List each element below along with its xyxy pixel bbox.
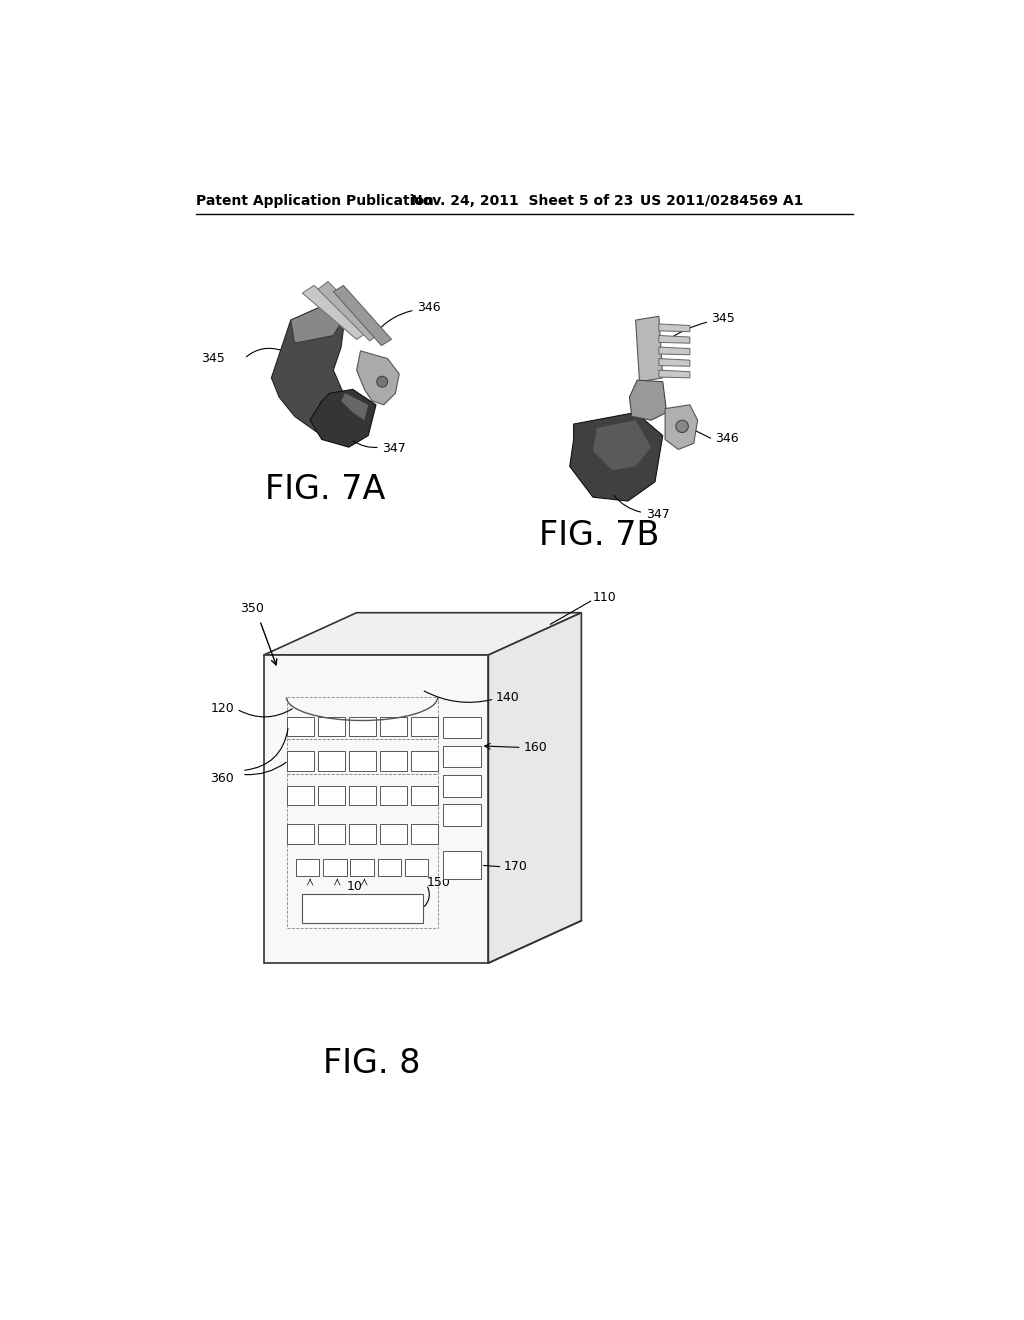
FancyBboxPatch shape [349, 825, 376, 843]
Polygon shape [658, 359, 690, 367]
FancyBboxPatch shape [349, 751, 376, 771]
Polygon shape [263, 655, 488, 964]
FancyBboxPatch shape [287, 785, 314, 805]
Text: 346: 346 [716, 432, 739, 445]
Text: 360: 360 [210, 772, 234, 785]
FancyBboxPatch shape [287, 825, 314, 843]
FancyBboxPatch shape [349, 785, 376, 805]
Text: 345: 345 [201, 352, 225, 366]
FancyBboxPatch shape [380, 751, 407, 771]
Text: 160: 160 [523, 741, 547, 754]
Text: FIG. 7A: FIG. 7A [265, 473, 386, 506]
Text: 350: 350 [241, 602, 264, 615]
FancyBboxPatch shape [443, 804, 480, 826]
Text: Patent Application Publication: Patent Application Publication [197, 194, 434, 207]
Polygon shape [263, 612, 582, 655]
FancyBboxPatch shape [443, 717, 480, 738]
FancyBboxPatch shape [443, 851, 480, 879]
Polygon shape [334, 285, 391, 346]
Polygon shape [310, 389, 376, 447]
FancyBboxPatch shape [317, 751, 345, 771]
Polygon shape [341, 393, 369, 420]
FancyBboxPatch shape [324, 859, 346, 876]
Text: 150: 150 [426, 875, 451, 888]
FancyBboxPatch shape [350, 859, 374, 876]
Polygon shape [291, 305, 345, 343]
Polygon shape [630, 380, 667, 420]
Text: 110: 110 [593, 591, 616, 603]
Polygon shape [302, 285, 369, 339]
Polygon shape [271, 305, 345, 436]
FancyBboxPatch shape [411, 717, 438, 737]
Polygon shape [593, 420, 651, 470]
Text: 346: 346 [417, 301, 440, 314]
Text: 120: 120 [210, 702, 234, 715]
Text: 345: 345 [712, 312, 735, 325]
FancyBboxPatch shape [443, 746, 480, 767]
Polygon shape [658, 370, 690, 378]
Text: 140: 140 [496, 690, 520, 704]
Polygon shape [488, 612, 582, 964]
FancyBboxPatch shape [380, 717, 407, 737]
FancyBboxPatch shape [378, 859, 400, 876]
Text: 10: 10 [346, 879, 362, 892]
FancyBboxPatch shape [349, 717, 376, 737]
Polygon shape [665, 405, 697, 449]
Polygon shape [636, 317, 663, 381]
Polygon shape [658, 347, 690, 355]
FancyBboxPatch shape [296, 859, 319, 876]
Text: FIG. 7B: FIG. 7B [539, 519, 659, 552]
FancyBboxPatch shape [317, 785, 345, 805]
FancyBboxPatch shape [302, 894, 423, 923]
FancyBboxPatch shape [411, 825, 438, 843]
FancyBboxPatch shape [287, 751, 314, 771]
FancyBboxPatch shape [380, 825, 407, 843]
Text: FIG. 8: FIG. 8 [324, 1047, 421, 1080]
Text: 170: 170 [504, 861, 527, 874]
FancyBboxPatch shape [411, 785, 438, 805]
FancyBboxPatch shape [404, 859, 428, 876]
Polygon shape [569, 412, 663, 502]
Text: US 2011/0284569 A1: US 2011/0284569 A1 [640, 194, 803, 207]
FancyBboxPatch shape [411, 751, 438, 771]
Polygon shape [658, 323, 690, 331]
FancyBboxPatch shape [287, 717, 314, 737]
Polygon shape [658, 335, 690, 343]
FancyBboxPatch shape [317, 825, 345, 843]
Text: 347: 347 [382, 442, 406, 455]
Text: 347: 347 [646, 508, 670, 521]
Text: Nov. 24, 2011  Sheet 5 of 23: Nov. 24, 2011 Sheet 5 of 23 [411, 194, 633, 207]
FancyBboxPatch shape [380, 785, 407, 805]
Circle shape [377, 376, 388, 387]
FancyBboxPatch shape [443, 775, 480, 797]
Polygon shape [356, 351, 399, 405]
Polygon shape [317, 281, 380, 341]
FancyBboxPatch shape [317, 717, 345, 737]
Circle shape [676, 420, 688, 433]
